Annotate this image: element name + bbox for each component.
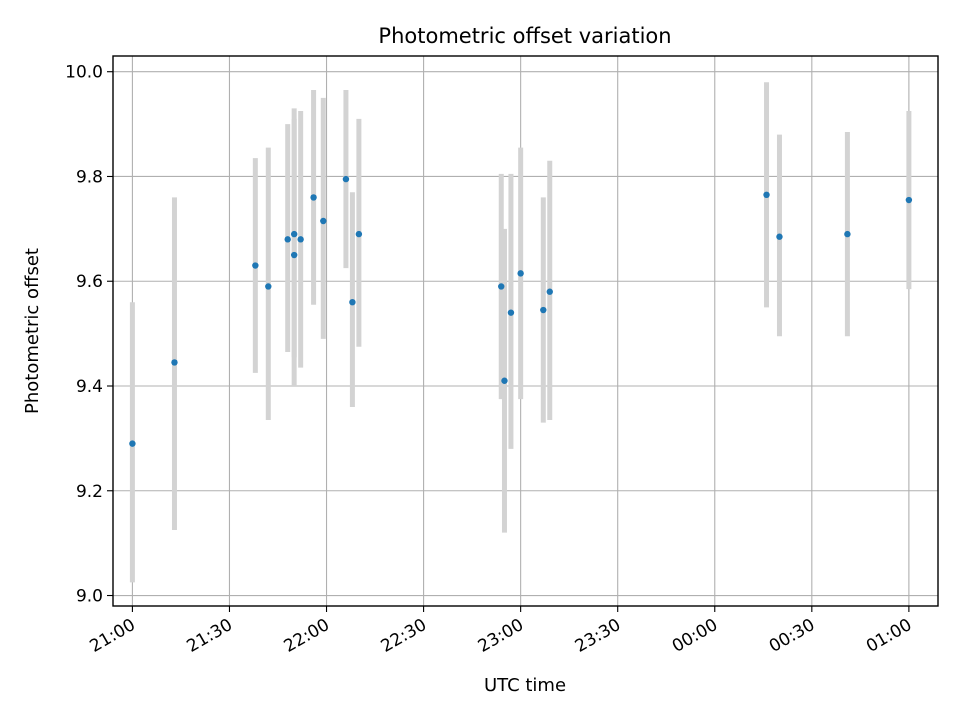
chart-title: Photometric offset variation [378, 24, 671, 48]
data-point [290, 251, 298, 259]
data-point [546, 288, 553, 295]
data-point [776, 233, 783, 240]
data-point [498, 283, 505, 290]
y-tick-label: 9.0 [76, 587, 103, 607]
data-point [540, 306, 547, 314]
data-point [297, 236, 304, 243]
data-point [342, 175, 350, 183]
data-point [284, 236, 291, 243]
plot-frame [112, 55, 939, 607]
data-point [129, 440, 136, 447]
data-point [349, 298, 356, 306]
data-point [265, 283, 272, 290]
data-point [171, 359, 178, 366]
y-tick-label: 9.2 [76, 482, 103, 502]
data-point [290, 230, 298, 238]
data-point [517, 270, 524, 277]
data-points [129, 175, 913, 447]
data-point [501, 377, 508, 384]
y-axis-title: Photometric offset [22, 248, 43, 414]
data-point [763, 191, 770, 199]
y-tick-label: 9.4 [76, 377, 103, 397]
data-point [355, 230, 363, 238]
data-point [507, 309, 515, 316]
data-point [320, 217, 327, 225]
y-tick-label: 9.8 [76, 167, 103, 187]
data-point [844, 230, 851, 238]
data-point [252, 262, 259, 269]
data-point [310, 194, 317, 201]
data-point [905, 196, 913, 204]
y-tick-label: 10.0 [65, 63, 103, 83]
x-axis-title: UTC time [484, 675, 566, 696]
y-tick-label: 9.6 [76, 272, 103, 292]
